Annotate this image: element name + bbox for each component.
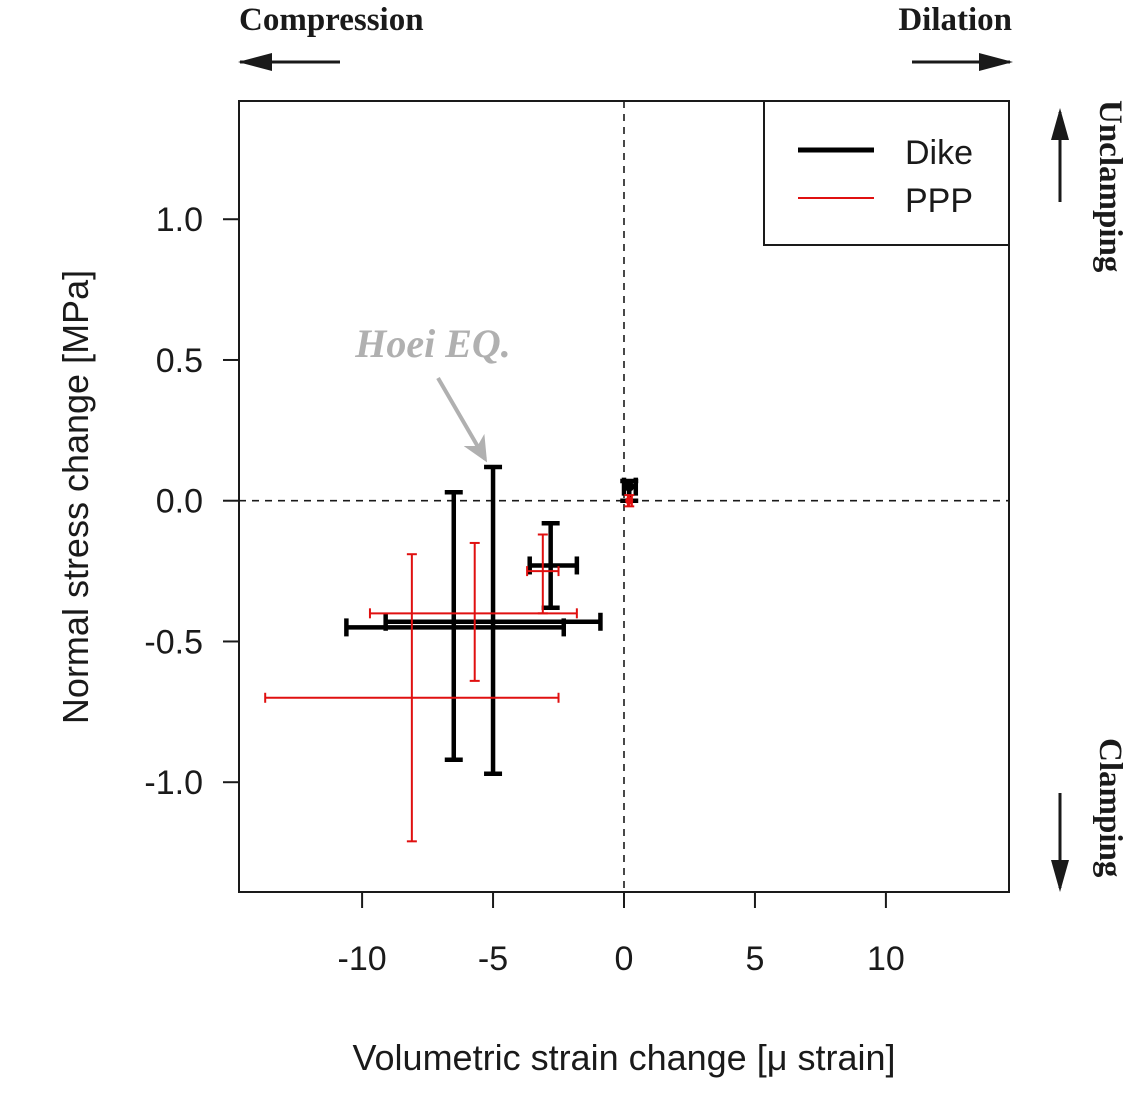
y-tick-label: 1.0 xyxy=(156,201,203,239)
y-tick-label: 0.5 xyxy=(156,342,203,380)
y-tick-label: -0.5 xyxy=(144,623,203,661)
series-ppp xyxy=(264,494,635,843)
legend-label-ppp: PPP xyxy=(905,182,973,220)
x-tick-label: 10 xyxy=(867,940,905,978)
series-layer xyxy=(264,464,639,843)
data-point-ppp xyxy=(526,533,560,615)
x-axis-title: Volumetric strain change [μ strain] xyxy=(353,1037,896,1078)
point-marker xyxy=(624,481,635,492)
dilation-arrowhead xyxy=(979,53,1013,71)
legend-box xyxy=(763,100,1010,246)
clamping-arrowhead xyxy=(1051,860,1069,892)
x-tick-label: -5 xyxy=(478,940,508,978)
data-point-dike xyxy=(383,464,603,777)
legend: Dike PPP xyxy=(763,100,1010,246)
hoei-eq-annotation: Hoei EQ. xyxy=(354,321,511,366)
dilation-label: Dilation xyxy=(898,2,1012,38)
unclamping-label: Unclamping xyxy=(1092,100,1128,273)
point-marker xyxy=(625,496,634,505)
series-dike xyxy=(344,464,639,777)
clamping-label: Clamping xyxy=(1092,738,1128,878)
y-tick-label: -1.0 xyxy=(144,764,203,802)
data-point-ppp xyxy=(264,553,560,843)
compression-label: Compression xyxy=(239,2,424,38)
compression-arrowhead xyxy=(238,53,272,71)
unclamping-arrowhead xyxy=(1051,108,1069,140)
data-point-ppp xyxy=(624,494,635,508)
data-point-dike xyxy=(527,520,580,610)
data-point-dike xyxy=(344,490,567,762)
x-axis: -10 -5 0 5 10 xyxy=(338,892,905,978)
x-tick-label: -10 xyxy=(338,940,387,978)
legend-label-dike: Dike xyxy=(905,134,973,172)
y-axis: -1.0 -0.5 0.0 0.5 1.0 xyxy=(144,201,239,802)
y-tick-label: 0.0 xyxy=(156,483,203,521)
direction-arrows xyxy=(238,53,1069,892)
y-axis-title: Normal stress change [MPa] xyxy=(55,270,96,724)
x-tick-label: 0 xyxy=(615,940,634,978)
x-tick-label: 5 xyxy=(745,940,764,978)
hoei-eq-annotation-arrow xyxy=(436,376,488,463)
data-point-dike xyxy=(620,477,639,503)
